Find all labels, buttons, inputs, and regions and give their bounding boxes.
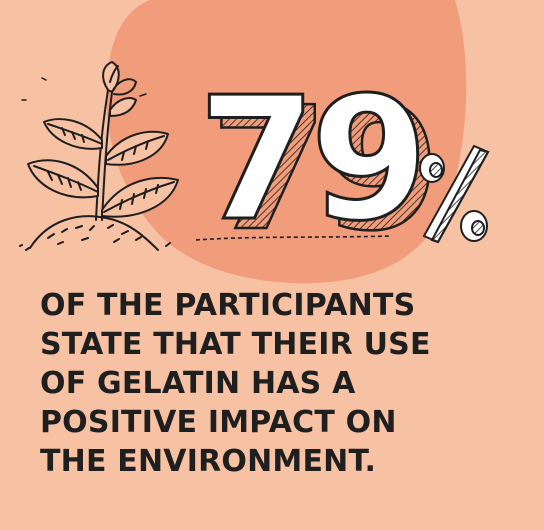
caption-line: THE ENVIRONMENT. <box>40 444 377 479</box>
caption-line: OF THE PARTICIPANTS <box>40 288 416 323</box>
stat-number: 79 79 <box>192 60 442 270</box>
stat-unit-text: % <box>414 138 415 139</box>
stat-caption: OF THE PARTICIPANTS STATE THAT THEIR USE… <box>40 286 510 481</box>
caption-line: OF GELATIN HAS A <box>40 366 356 401</box>
caption-line: POSITIVE IMPACT ON <box>40 405 397 440</box>
caption-line: STATE THAT THEIR USE <box>40 327 431 362</box>
stat-number-text: 79 <box>198 61 423 259</box>
sprouting-plant-icon <box>19 61 179 251</box>
stat-unit: % <box>414 138 496 250</box>
